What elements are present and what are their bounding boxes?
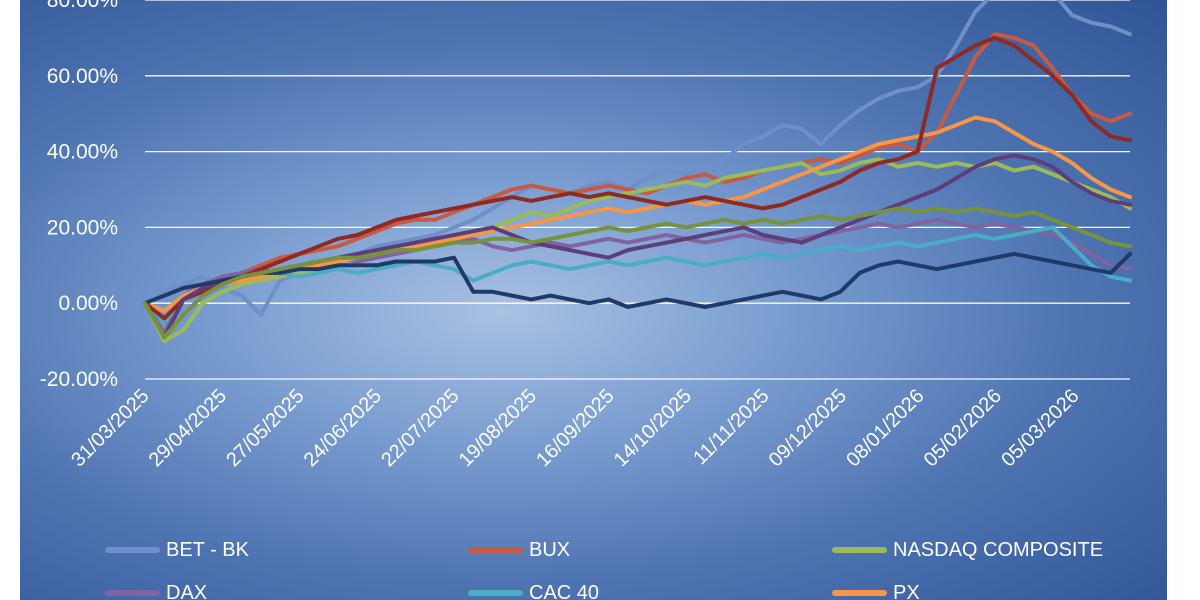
- series-line-6: [143, 35, 1132, 321]
- legend-swatch: [832, 590, 887, 596]
- legend-swatch: [468, 590, 523, 596]
- legend-item-nasdaq: NASDAQ COMPOSITE: [832, 537, 1103, 563]
- legend-label: BUX: [529, 538, 571, 561]
- x-tick-label: 05/02/2026: [920, 385, 1006, 471]
- legend-label: PX: [893, 581, 920, 600]
- x-tick-label: 22/07/2025: [377, 385, 463, 471]
- series-line-4: [143, 225, 1132, 325]
- legend-item-bet-bk: BET - BK: [105, 537, 249, 563]
- legend-label: BET - BK: [166, 538, 249, 561]
- x-tick-label: 14/10/2025: [610, 385, 696, 471]
- legend-swatch: [832, 547, 887, 553]
- x-axis-ticks: 31/03/202529/04/202527/05/202524/06/2025…: [67, 385, 1083, 471]
- line-chart: 80.00% 60.00% 40.00% 20.00% 0.00% -20.00% 31/…: [40, 0, 1132, 471]
- x-tick-label: 31/03/2025: [67, 385, 153, 471]
- x-tick-label: 29/04/2025: [145, 385, 231, 471]
- series-line-9: [143, 206, 1132, 340]
- legend-swatch: [468, 547, 523, 553]
- chart-area: 80.00% 60.00% 40.00% 20.00% 0.00% -20.00% 31/…: [20, 0, 1167, 600]
- legend-item-dax: DAX: [105, 580, 207, 600]
- legend-item-cac40: CAC 40: [468, 580, 599, 600]
- y-tick-label: 80.00%: [47, 0, 118, 12]
- y-tick-label: 0.00%: [58, 292, 118, 315]
- y-tick-label: -20.00%: [40, 368, 118, 391]
- y-tick-label: 60.00%: [47, 65, 118, 88]
- legend-label: NASDAQ COMPOSITE: [893, 538, 1104, 561]
- series-line-5: [143, 115, 1132, 313]
- y-tick-label: 40.00%: [47, 141, 118, 164]
- legend-swatch: [105, 547, 160, 553]
- x-tick-label: 24/06/2025: [300, 385, 386, 471]
- x-tick-label: 11/11/2025: [689, 385, 773, 469]
- x-tick-label: 19/08/2025: [455, 385, 541, 471]
- legend-item-bux: BUX: [468, 537, 570, 563]
- x-tick-label: 16/09/2025: [532, 385, 618, 471]
- legend-label: CAC 40: [529, 581, 600, 600]
- series-line-1: [143, 32, 1132, 325]
- legend-swatch: [105, 590, 160, 596]
- legend-item-px: PX: [832, 580, 920, 600]
- y-tick-label: 20.00%: [47, 216, 118, 239]
- series-lines: [143, 0, 1132, 344]
- x-tick-label: 27/05/2025: [222, 385, 308, 471]
- series-line-8: [143, 251, 1132, 309]
- x-tick-label: 08/01/2026: [842, 385, 928, 471]
- x-tick-label: 05/03/2026: [997, 385, 1083, 471]
- x-tick-label: 09/12/2025: [765, 385, 851, 471]
- legend-label: DAX: [166, 581, 208, 600]
- y-axis-ticks: 80.00% 60.00% 40.00% 20.00% 0.00% -20.00%: [40, 0, 118, 391]
